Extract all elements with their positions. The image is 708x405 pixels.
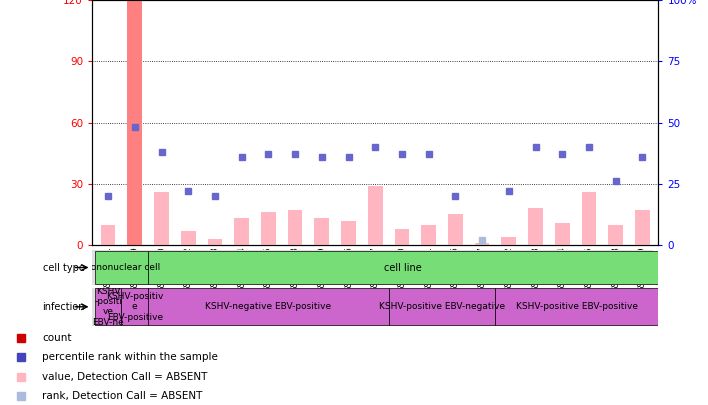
Text: percentile rank within the sample: percentile rank within the sample <box>42 352 218 362</box>
Bar <box>608 225 623 245</box>
Text: KSHV-positiv
e
EBV-positive: KSHV-positiv e EBV-positive <box>106 292 164 322</box>
Text: KSHV
-positi
ve
EBV-ne: KSHV -positi ve EBV-ne <box>92 287 124 327</box>
Text: KSHV-positive EBV-negative: KSHV-positive EBV-negative <box>379 302 505 311</box>
Text: rank, Detection Call = ABSENT: rank, Detection Call = ABSENT <box>42 391 202 401</box>
Bar <box>127 0 142 245</box>
Text: value, Detection Call = ABSENT: value, Detection Call = ABSENT <box>42 371 207 382</box>
Bar <box>448 214 463 245</box>
Bar <box>261 212 275 245</box>
Bar <box>154 192 169 245</box>
Text: infection: infection <box>42 302 85 312</box>
Bar <box>341 220 356 245</box>
Bar <box>314 218 329 245</box>
Text: mononuclear cell: mononuclear cell <box>82 263 161 272</box>
Bar <box>501 237 516 245</box>
Text: KSHV-negative EBV-positive: KSHV-negative EBV-positive <box>205 302 331 311</box>
Bar <box>389 288 496 325</box>
Bar <box>368 186 382 245</box>
Bar <box>148 288 389 325</box>
Bar <box>475 243 489 245</box>
Bar <box>582 192 596 245</box>
Bar <box>95 288 122 325</box>
Bar <box>95 251 148 284</box>
Text: KSHV-positive EBV-positive: KSHV-positive EBV-positive <box>516 302 638 311</box>
Bar <box>122 288 148 325</box>
Text: cell line: cell line <box>384 262 422 273</box>
Bar <box>287 210 302 245</box>
Bar <box>635 210 650 245</box>
Text: count: count <box>42 333 72 343</box>
Bar <box>101 225 115 245</box>
Bar <box>555 223 570 245</box>
Bar <box>496 288 658 325</box>
Bar <box>394 229 409 245</box>
Text: cell type: cell type <box>43 262 85 273</box>
Bar <box>528 208 543 245</box>
Bar <box>421 225 436 245</box>
Bar <box>234 218 249 245</box>
Bar <box>181 231 195 245</box>
Bar <box>207 239 222 245</box>
